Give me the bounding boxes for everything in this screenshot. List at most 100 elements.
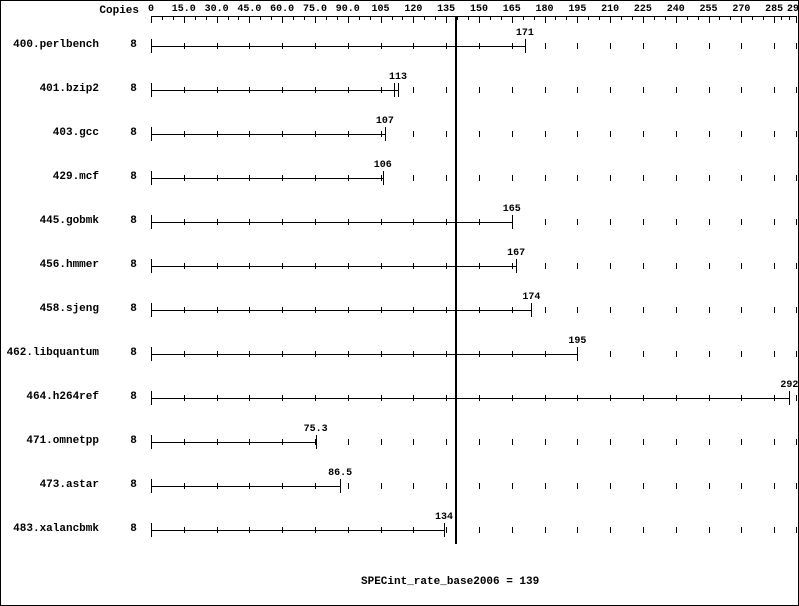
- row-tick: [741, 219, 742, 225]
- bar-value-label: 113: [389, 72, 407, 83]
- benchmark-name: 483.xalancbmk: [13, 523, 99, 535]
- row-tick: [796, 439, 797, 445]
- copies-value: 8: [126, 303, 141, 315]
- axis-tick-major: [217, 16, 218, 23]
- row-tick: [545, 483, 546, 489]
- row-tick: [709, 307, 710, 313]
- row-tick: [413, 483, 414, 489]
- row-tick: [643, 351, 644, 357]
- row-tick: [545, 439, 546, 445]
- row-tick: [545, 43, 546, 49]
- row-tick: [741, 307, 742, 313]
- row-tick: [545, 219, 546, 225]
- row-tick: [643, 219, 644, 225]
- bar: [151, 134, 385, 135]
- bar: [151, 354, 577, 355]
- bar-extra-tick: [394, 83, 395, 97]
- axis-tick-major: [315, 16, 316, 23]
- axis-tick-major: [610, 16, 611, 23]
- row-tick: [610, 263, 611, 269]
- copies-value: 8: [126, 39, 141, 51]
- row-tick: [381, 483, 382, 489]
- axis-tick-label: 105: [372, 4, 390, 15]
- axis-tick-major: [741, 16, 742, 23]
- axis-tick-label: 135: [437, 4, 455, 15]
- row-tick: [709, 43, 710, 49]
- row-tick: [610, 527, 611, 533]
- row-tick: [796, 527, 797, 533]
- row-tick: [643, 439, 644, 445]
- benchmark-name: 456.hmmer: [40, 259, 99, 271]
- bar-end-cap: [316, 435, 317, 449]
- axis-tick-label: 150: [470, 4, 488, 15]
- row-tick: [709, 131, 710, 137]
- bar: [151, 442, 316, 443]
- benchmark-name: 458.sjeng: [40, 303, 99, 315]
- benchmark-name: 473.astar: [40, 479, 99, 491]
- copies-value: 8: [126, 391, 141, 403]
- axis-tick-label: 90.0: [336, 4, 360, 15]
- row-tick: [796, 263, 797, 269]
- row-tick: [774, 131, 775, 137]
- row-tick: [774, 219, 775, 225]
- row-tick: [676, 263, 677, 269]
- row-tick: [479, 527, 480, 533]
- benchmark-name: 471.omnetpp: [26, 435, 99, 447]
- row-tick: [676, 439, 677, 445]
- row-tick: [577, 483, 578, 489]
- row-tick: [676, 527, 677, 533]
- copies-value: 8: [126, 83, 141, 95]
- bar-value-label: 167: [507, 248, 525, 259]
- row-tick: [479, 131, 480, 137]
- row-tick: [741, 43, 742, 49]
- row-tick: [709, 351, 710, 357]
- row-tick: [796, 175, 797, 181]
- benchmark-name: 400.perlbench: [13, 39, 99, 51]
- row-tick: [796, 43, 797, 49]
- benchmark-name: 401.bzip2: [40, 83, 99, 95]
- bar: [151, 46, 525, 47]
- row-tick: [446, 131, 447, 137]
- spec-benchmark-chart: Copies015.030.045.060.075.090.0105120135…: [0, 0, 799, 606]
- axis-tick-label: 30.0: [205, 4, 229, 15]
- row-tick: [676, 483, 677, 489]
- row-tick: [741, 263, 742, 269]
- row-tick: [643, 307, 644, 313]
- row-tick: [709, 439, 710, 445]
- bar-value-label: 106: [374, 160, 392, 171]
- axis-tick-major: [282, 16, 283, 23]
- axis-tick-label: 225: [634, 4, 652, 15]
- axis-tick-label: 45.0: [237, 4, 261, 15]
- axis-tick-label: 295: [787, 4, 799, 15]
- row-tick: [545, 263, 546, 269]
- copies-value: 8: [126, 523, 141, 535]
- row-tick: [796, 131, 797, 137]
- row-tick: [381, 439, 382, 445]
- axis-tick-label: 165: [503, 4, 521, 15]
- row-tick: [676, 87, 677, 93]
- row-tick: [643, 483, 644, 489]
- axis-tick-label: 60.0: [270, 4, 294, 15]
- bar: [151, 178, 383, 179]
- copies-value: 8: [126, 215, 141, 227]
- row-tick: [774, 483, 775, 489]
- row-tick: [676, 131, 677, 137]
- row-tick: [446, 527, 447, 533]
- row-tick: [479, 175, 480, 181]
- row-tick: [774, 439, 775, 445]
- row-tick: [446, 439, 447, 445]
- row-tick: [512, 527, 513, 533]
- row-tick: [774, 263, 775, 269]
- row-tick: [610, 307, 611, 313]
- axis-tick-major: [545, 16, 546, 23]
- bar: [151, 486, 340, 487]
- row-tick: [676, 175, 677, 181]
- benchmark-name: 403.gcc: [53, 127, 99, 139]
- axis-tick-label: 240: [667, 4, 685, 15]
- bar-end-cap: [512, 215, 513, 229]
- axis-tick-major: [184, 16, 185, 23]
- row-tick: [610, 351, 611, 357]
- axis-tick-major: [413, 16, 414, 23]
- row-tick: [479, 439, 480, 445]
- row-tick: [796, 351, 797, 357]
